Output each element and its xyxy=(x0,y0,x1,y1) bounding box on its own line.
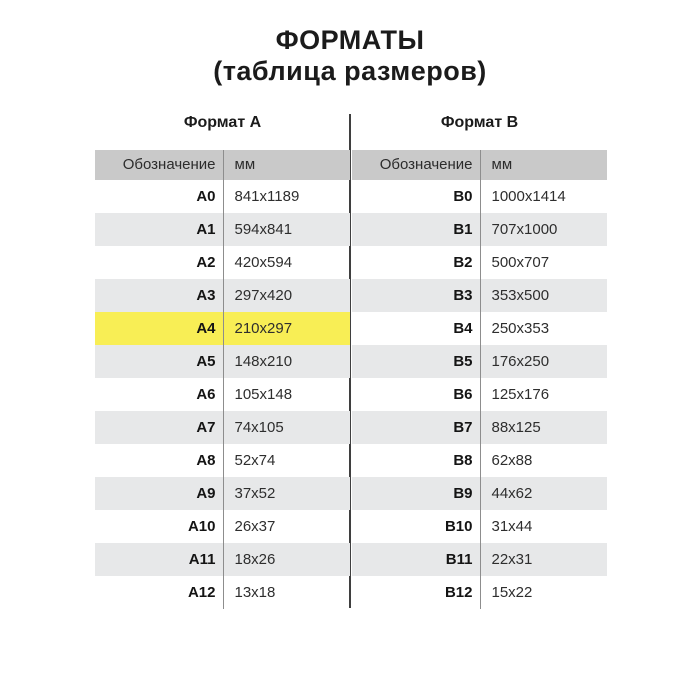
format-size-mm: 841x1189 xyxy=(222,180,351,213)
table-row: A6 105x148 xyxy=(95,378,350,411)
format-size-mm: 353x500 xyxy=(479,279,608,312)
format-designation: A0 xyxy=(196,188,216,205)
page-title: ФОРМАТЫ (таблица размеров) xyxy=(0,25,700,87)
table-row: B5 176x250 xyxy=(352,345,607,378)
table-row: B12 15x22 xyxy=(352,576,607,609)
table-row: A3 297x420 xyxy=(95,279,350,312)
format-size-mm: 44x62 xyxy=(479,477,608,510)
format-designation: A4 xyxy=(196,320,216,337)
table-row: B1 707x1000 xyxy=(352,213,607,246)
format-designation: B1 xyxy=(453,221,473,238)
format-size-mm: 18x26 xyxy=(222,543,351,576)
designation-column-header: Обозначение xyxy=(379,156,473,173)
format-size-mm: 52x74 xyxy=(222,444,351,477)
table-row: A10 26x37 xyxy=(95,510,350,543)
format-designation: A2 xyxy=(196,254,216,271)
mm-column-header: мм xyxy=(222,150,351,180)
table-row: A8 52x74 xyxy=(95,444,350,477)
format-designation: A10 xyxy=(187,518,216,535)
table-row: B7 88x125 xyxy=(352,411,607,444)
table-row: B11 22x31 xyxy=(352,543,607,576)
format-size-mm: 594x841 xyxy=(222,213,351,246)
format-size-mm: 176x250 xyxy=(479,345,608,378)
format-designation: B10 xyxy=(444,518,473,535)
format-size-mm: 420x594 xyxy=(222,246,351,279)
format-size-mm: 37x52 xyxy=(222,477,351,510)
format-designation: B11 xyxy=(445,551,473,568)
table-row: A12 13x18 xyxy=(95,576,350,609)
format-a-table: Обозначение мм A0 841x1189 A1 594x841 A2 420x… xyxy=(95,150,350,609)
table-row: A5 148x210 xyxy=(95,345,350,378)
format-size-mm: 707x1000 xyxy=(479,213,608,246)
table-row: B8 62x88 xyxy=(352,444,607,477)
format-size-mm: 15x22 xyxy=(479,576,608,609)
format-b-rows: B0 1000x1414 B1 707x1000 B2 500x707 B3 353x500 B… xyxy=(352,180,607,609)
format-designation: A5 xyxy=(196,353,216,370)
title-line-1: ФОРМАТЫ xyxy=(275,25,425,55)
format-size-mm: 1000x1414 xyxy=(479,180,608,213)
format-size-mm: 22x31 xyxy=(479,543,608,576)
format-size-mm: 125x176 xyxy=(479,378,608,411)
table-row: A0 841x1189 xyxy=(95,180,350,213)
table-row: B0 1000x1414 xyxy=(352,180,607,213)
table-row: B2 500x707 xyxy=(352,246,607,279)
format-size-mm: 74x105 xyxy=(222,411,351,444)
title-line-2: (таблица размеров) xyxy=(213,56,487,86)
format-b-table: Обозначение мм B0 1000x1414 B1 707x1000 B2 50… xyxy=(352,150,607,609)
format-designation: A12 xyxy=(187,584,216,601)
table-row: B6 125x176 xyxy=(352,378,607,411)
format-size-mm: 148x210 xyxy=(222,345,351,378)
table-row-highlighted: A4 210x297 xyxy=(95,312,350,345)
mm-column-header: мм xyxy=(479,150,608,180)
table-row: B10 31x44 xyxy=(352,510,607,543)
table-header-row: Обозначение мм xyxy=(95,150,350,180)
format-designation: A3 xyxy=(196,287,216,304)
format-b-heading: Формат В xyxy=(440,114,519,131)
format-size-mm: 88x125 xyxy=(479,411,608,444)
format-size-mm: 105x148 xyxy=(222,378,351,411)
table-header-row: Обозначение мм xyxy=(352,150,607,180)
designation-column-header: Обозначение xyxy=(122,156,216,173)
format-size-mm: 31x44 xyxy=(479,510,608,543)
format-designation: B3 xyxy=(453,287,473,304)
format-designation: A1 xyxy=(196,221,216,238)
format-designation: A11 xyxy=(188,551,216,568)
table-row: A11 18x26 xyxy=(95,543,350,576)
format-a-rows: A0 841x1189 A1 594x841 A2 420x594 A3 297x420 A4 2… xyxy=(95,180,350,609)
format-size-mm: 210x297 xyxy=(222,312,351,345)
format-designation: B9 xyxy=(453,485,473,502)
format-designation: B4 xyxy=(453,320,473,337)
format-designation: B7 xyxy=(453,419,473,436)
format-designation: A7 xyxy=(196,419,216,436)
format-designation: B5 xyxy=(453,353,473,370)
format-designation: B8 xyxy=(453,452,473,469)
format-designation: B0 xyxy=(453,188,473,205)
format-designation: B2 xyxy=(453,254,473,271)
table-row: A9 37x52 xyxy=(95,477,350,510)
table-row: B4 250x353 xyxy=(352,312,607,345)
table-row: B9 44x62 xyxy=(352,477,607,510)
format-size-mm: 13x18 xyxy=(222,576,351,609)
format-size-mm: 500x707 xyxy=(479,246,608,279)
format-a-heading: Формат А xyxy=(183,114,262,131)
format-size-mm: 250x353 xyxy=(479,312,608,345)
format-designation: A8 xyxy=(196,452,216,469)
format-size-mm: 297x420 xyxy=(222,279,351,312)
format-designation: B6 xyxy=(453,386,473,403)
format-designation: B12 xyxy=(444,584,473,601)
format-size-mm: 62x88 xyxy=(479,444,608,477)
format-designation: A6 xyxy=(196,386,216,403)
table-row: B3 353x500 xyxy=(352,279,607,312)
format-size-mm: 26x37 xyxy=(222,510,351,543)
table-row: A7 74x105 xyxy=(95,411,350,444)
table-row: A1 594x841 xyxy=(95,213,350,246)
format-designation: A9 xyxy=(196,485,216,502)
center-divider-line xyxy=(349,114,351,608)
table-row: A2 420x594 xyxy=(95,246,350,279)
